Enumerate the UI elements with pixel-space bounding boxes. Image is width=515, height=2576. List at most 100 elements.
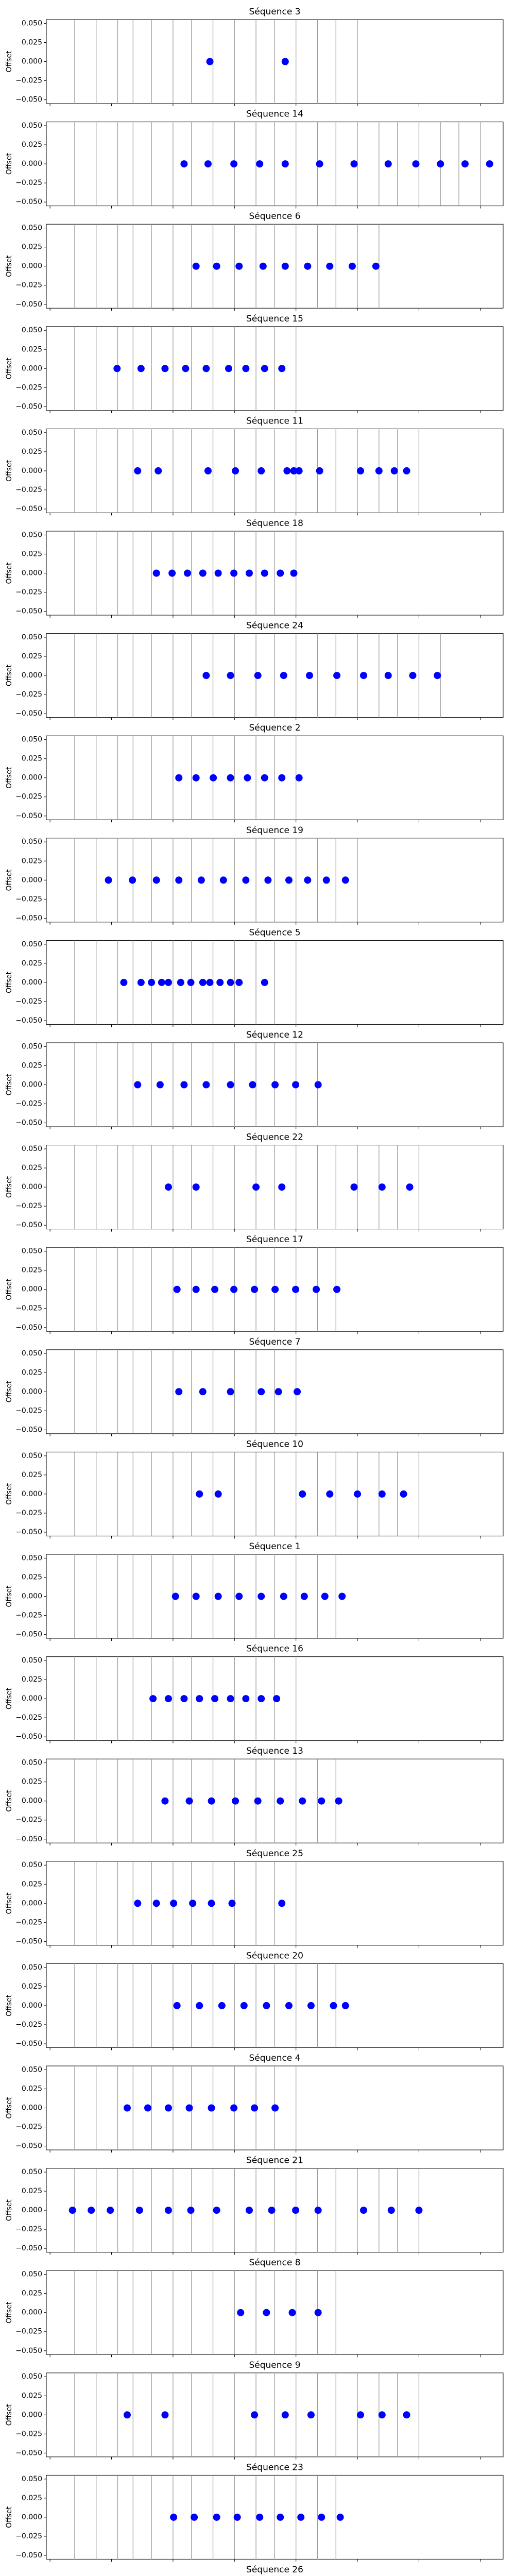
y-tick-label: 0.025 — [22, 345, 42, 353]
point — [173, 1285, 181, 1293]
y-tick-label: −0.025 — [15, 2328, 42, 2336]
y-tick-label: −0.025 — [15, 1816, 42, 1824]
y-tick-label: −0.025 — [15, 1612, 42, 1620]
y-tick-label: −0.025 — [15, 1714, 42, 1722]
y-tick-label: −0.050 — [15, 1426, 42, 1434]
point — [168, 569, 176, 577]
point — [318, 1797, 325, 1805]
point — [237, 2309, 245, 2316]
y-tick-label: −0.050 — [15, 1631, 42, 1639]
point — [290, 569, 298, 577]
point — [183, 569, 191, 577]
y-axis-label: Offset — [5, 2506, 13, 2528]
y-tick-label: 0.025 — [22, 1778, 42, 1786]
point — [278, 1183, 286, 1191]
point — [240, 2002, 248, 2009]
point — [256, 160, 264, 168]
point — [297, 2513, 305, 2521]
y-tick-label: 0.025 — [22, 857, 42, 865]
point — [263, 2002, 270, 2009]
y-tick-label: 0.050 — [22, 1759, 42, 1767]
point — [336, 2513, 344, 2521]
subplot-title: Séquence 20 — [246, 1951, 303, 1961]
point — [285, 876, 293, 884]
point — [341, 2002, 349, 2009]
point — [164, 1183, 172, 1191]
y-tick-label: 0.000 — [22, 1899, 42, 1907]
point — [281, 58, 289, 65]
y-tick-label: 0.050 — [22, 1554, 42, 1562]
y-axis-label: Offset — [5, 971, 13, 993]
point — [148, 978, 156, 986]
point — [304, 262, 312, 270]
point — [375, 467, 383, 474]
y-tick-label: 0.000 — [22, 160, 42, 168]
point — [175, 876, 183, 884]
y-tick-label: 0.025 — [22, 1266, 42, 1275]
y-tick-label: −0.025 — [15, 281, 42, 290]
point — [271, 1081, 279, 1089]
point — [281, 160, 289, 168]
y-tick-label: 0.000 — [22, 671, 42, 680]
y-tick-label: 0.025 — [22, 2494, 42, 2502]
point — [316, 467, 323, 474]
point — [156, 1081, 164, 1089]
y-axis-label: Offset — [5, 1381, 13, 1403]
point — [268, 2207, 276, 2214]
point — [123, 2411, 131, 2419]
y-axis-label: Offset — [5, 1074, 13, 1096]
point — [292, 1081, 300, 1089]
point — [261, 569, 268, 577]
y-tick-label: −0.050 — [15, 1016, 42, 1025]
subplot-title: Séquence 7 — [249, 1337, 300, 1347]
y-tick-label: 0.025 — [22, 2290, 42, 2298]
point — [199, 569, 207, 577]
y-tick-label: 0.025 — [22, 38, 42, 46]
point — [232, 467, 239, 474]
point — [277, 1797, 284, 1805]
point — [180, 1695, 188, 1703]
point — [185, 1797, 193, 1805]
y-axis-label: Offset — [5, 2301, 13, 2324]
point — [264, 876, 272, 884]
y-tick-label: −0.025 — [15, 690, 42, 699]
point — [227, 978, 234, 986]
point — [350, 160, 358, 168]
y-tick-label: −0.050 — [15, 914, 42, 922]
point — [338, 1592, 346, 1600]
y-axis-label: Offset — [5, 562, 13, 584]
y-axis-label: Offset — [5, 1483, 13, 1505]
point — [271, 2104, 279, 2112]
subplot-title: Séquence 8 — [249, 2258, 300, 2268]
point — [206, 58, 214, 65]
point — [107, 2207, 114, 2214]
y-tick-label: 0.000 — [22, 1694, 42, 1703]
y-tick-label: 0.000 — [22, 876, 42, 884]
y-tick-label: 0.000 — [22, 1387, 42, 1396]
y-tick-label: 0.050 — [22, 1247, 42, 1256]
point — [135, 2207, 143, 2214]
point — [154, 467, 162, 474]
point — [230, 569, 238, 577]
point — [307, 2002, 315, 2009]
y-tick-label: 0.050 — [22, 224, 42, 232]
y-tick-label: 0.025 — [22, 448, 42, 456]
point — [227, 1388, 234, 1396]
y-tick-label: 0.000 — [22, 2513, 42, 2521]
point — [245, 2207, 253, 2214]
y-tick-label: −0.025 — [15, 1509, 42, 1517]
point — [129, 876, 136, 884]
point — [357, 467, 365, 474]
point — [292, 2207, 300, 2214]
y-tick-label: −0.025 — [15, 2430, 42, 2438]
y-axis-label: Offset — [5, 460, 13, 482]
y-tick-label: −0.050 — [15, 1324, 42, 1332]
point — [305, 672, 313, 680]
point — [227, 1081, 234, 1089]
point — [280, 672, 287, 680]
y-tick-label: −0.050 — [15, 2449, 42, 2457]
y-tick-label: 0.050 — [22, 2168, 42, 2176]
point — [230, 160, 238, 168]
point — [437, 160, 444, 168]
point — [277, 2513, 284, 2521]
